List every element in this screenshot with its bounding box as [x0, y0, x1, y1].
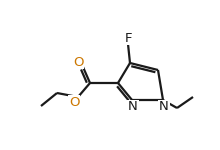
Text: N: N [159, 100, 169, 114]
Text: O: O [69, 96, 79, 108]
Text: O: O [73, 56, 83, 69]
Text: F: F [125, 32, 133, 45]
Text: N: N [128, 100, 138, 114]
